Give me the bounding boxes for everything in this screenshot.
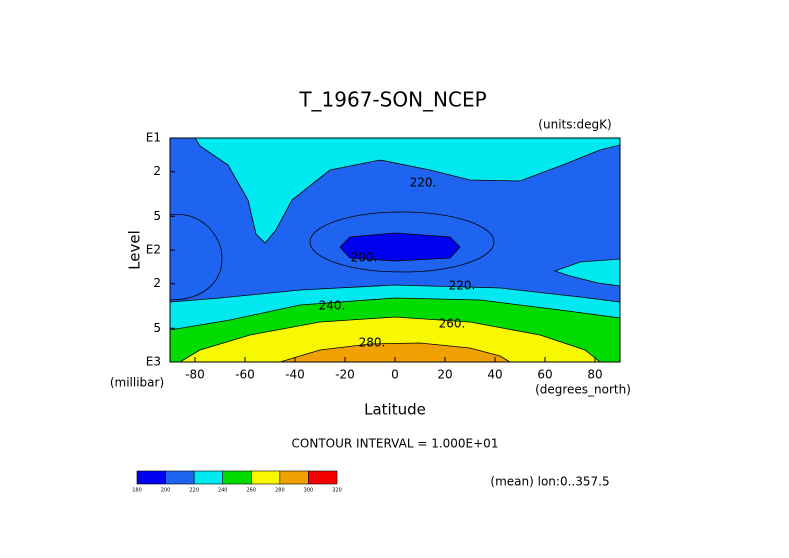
contour-label: 240.: [319, 299, 346, 313]
x-axis-title: Latitude: [364, 401, 426, 419]
colorbar-box: [279, 470, 309, 485]
x-tick-label: -80: [185, 368, 205, 382]
colorbar-box: [222, 470, 252, 485]
contour-label: 260.: [439, 317, 466, 331]
contour-label: 200.: [351, 251, 378, 265]
x-tick-label: -20: [335, 368, 355, 382]
contour-line: [309, 211, 495, 273]
y-units: (millibar): [110, 376, 164, 390]
contour-fill: [339, 232, 461, 262]
contour-line: [169, 213, 223, 301]
contour-fill: [178, 316, 602, 363]
y-tick-label: 5: [153, 209, 161, 223]
colorbar-label: 220: [189, 488, 199, 494]
colorbar-label: 180: [132, 488, 142, 494]
colorbar-label: 240: [218, 488, 228, 494]
y-tick-label: E2: [146, 243, 161, 257]
colorbar-box: [136, 470, 166, 485]
x-units: (degrees_north): [535, 383, 631, 397]
y-tick-label: E1: [146, 131, 161, 145]
colorbar-label: 280: [275, 488, 285, 494]
contour-label: 220.: [410, 176, 437, 190]
chart-title: T_1967-SON_NCEP: [298, 88, 486, 112]
colorbar-label: 200: [161, 488, 171, 494]
colorbar-label: 320: [332, 488, 342, 494]
units: (units:degK): [538, 118, 611, 132]
x-tick-label: 80: [587, 368, 602, 382]
colorbar-box: [308, 470, 338, 485]
colorbar-box: [165, 470, 195, 485]
x-tick-label: 40: [487, 368, 502, 382]
contour-interval: CONTOUR INTERVAL = 1.000E+01: [292, 437, 499, 451]
colorbar-box: [250, 470, 281, 485]
subnote: (mean) lon:0..357.5: [490, 475, 609, 489]
contour-label: 220.: [449, 279, 476, 293]
contour-label: 280.: [359, 336, 386, 350]
contour-fill: [194, 137, 621, 244]
y-tick-label: 2: [153, 276, 161, 290]
y-tick-label: 5: [153, 321, 161, 335]
x-tick-label: 0: [391, 368, 399, 382]
colorbar-label: 260: [247, 488, 257, 494]
x-tick-label: 20: [437, 368, 452, 382]
colorbar-label: 300: [304, 488, 314, 494]
x-tick-label: 60: [537, 368, 552, 382]
y-axis-title: Level: [126, 230, 144, 270]
y-tick-label: E3: [146, 355, 161, 369]
colorbar-box: [193, 470, 224, 485]
contour-fill: [279, 342, 512, 363]
x-tick-label: -40: [285, 368, 305, 382]
y-tick-label: 2: [153, 164, 161, 178]
x-tick-label: -60: [235, 368, 255, 382]
